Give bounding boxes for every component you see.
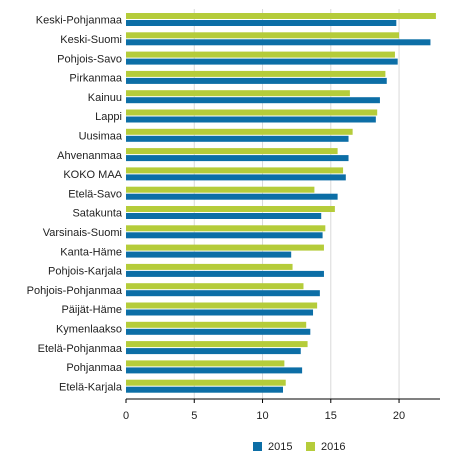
bar-2016-1: [126, 32, 400, 39]
bar-2015-8: [126, 174, 346, 181]
bar-2016-10: [126, 206, 335, 212]
category-label: Uusimaa: [79, 130, 123, 142]
bar-2015-4: [126, 97, 380, 104]
category-label: Satakunta: [72, 208, 122, 220]
legend-label: 2016: [321, 441, 345, 453]
category-label: Kanta-Häme: [60, 246, 122, 258]
gridlines: [193, 9, 400, 399]
bar-2016-8: [126, 167, 344, 174]
bar-2015-19: [126, 386, 283, 393]
bar-2015-3: [126, 77, 387, 84]
category-label: Pohjois-Savo: [57, 53, 122, 65]
legend-swatch-2015: [253, 442, 262, 451]
category-labels: Keski-Pohjanmaa Keski-Suomi Pohjois-Savo Pi…: [27, 15, 123, 394]
category-label: Pohjois-Pohjanmaa: [27, 285, 123, 297]
category-label: Lappi: [95, 111, 122, 123]
category-label: Etelä-Savo: [68, 188, 122, 200]
x-tick-label: 20: [393, 410, 405, 422]
bar-2016-13: [126, 263, 293, 270]
bar-2016-11: [126, 225, 326, 232]
bar-2015-17: [126, 348, 301, 355]
bar-2016-18: [126, 360, 285, 367]
bar-2015-14: [126, 290, 320, 297]
bar-2016-15: [126, 302, 318, 309]
bar-2016-16: [126, 321, 307, 328]
category-label: Pohjois-Karjala: [48, 266, 123, 278]
x-tick-label: 10: [256, 410, 268, 422]
bar-2016-2: [126, 51, 395, 58]
bar-2016-9: [126, 186, 315, 193]
category-label: Kainuu: [88, 92, 122, 104]
category-label: Varsinais-Suomi: [43, 227, 122, 239]
bar-2015-9: [126, 193, 338, 200]
legend-swatch-2016: [306, 442, 315, 451]
category-label: Pirkanmaa: [69, 73, 122, 85]
bar-2015-15: [126, 309, 314, 316]
bar-2015-6: [126, 135, 349, 142]
bar-2016-4: [126, 90, 350, 97]
bar-2015-18: [126, 367, 303, 374]
category-label: Pohjanmaa: [66, 362, 123, 374]
bar-2016-14: [126, 283, 304, 290]
bar-2016-7: [126, 148, 338, 155]
bar-2015-11: [126, 232, 323, 239]
x-tick-label: 5: [191, 410, 197, 422]
bar-2015-13: [126, 270, 324, 277]
category-label: Ahvenanmaa: [57, 150, 123, 162]
legend-label: 2015: [268, 441, 292, 453]
bar-2016-3: [126, 70, 386, 77]
category-label: Etelä-Pohjanmaa: [38, 343, 123, 355]
bar-2016-6: [126, 128, 353, 135]
bar-2015-12: [126, 251, 292, 258]
legend: 2015 2016: [253, 441, 345, 453]
category-label: Keski-Suomi: [60, 34, 122, 46]
bar-2015-0: [126, 20, 397, 26]
x-tick-labels: 0 5 10 15 20: [123, 399, 405, 422]
bar-2015-10: [126, 213, 322, 219]
category-label: Kymenlaakso: [56, 323, 122, 335]
bar-2016-17: [126, 341, 308, 348]
bar-2015-16: [126, 328, 311, 335]
bar-2016-5: [126, 109, 378, 116]
category-label: KOKO MAA: [63, 169, 122, 181]
bar-2016-12: [126, 244, 324, 251]
bar-2016-0: [126, 13, 436, 19]
bar-2015-1: [126, 39, 431, 46]
category-label: Etelä-Karjala: [59, 381, 123, 393]
x-tick-label: 0: [123, 410, 129, 422]
category-label: Keski-Pohjanmaa: [36, 15, 123, 27]
bar-2015-2: [126, 58, 398, 65]
bar-2015-5: [126, 116, 376, 123]
x-tick-label: 15: [325, 410, 337, 422]
bars: [126, 13, 436, 393]
category-label: Päijät-Häme: [61, 304, 122, 316]
bar-2015-7: [126, 155, 349, 162]
bar-2016-19: [126, 379, 286, 386]
